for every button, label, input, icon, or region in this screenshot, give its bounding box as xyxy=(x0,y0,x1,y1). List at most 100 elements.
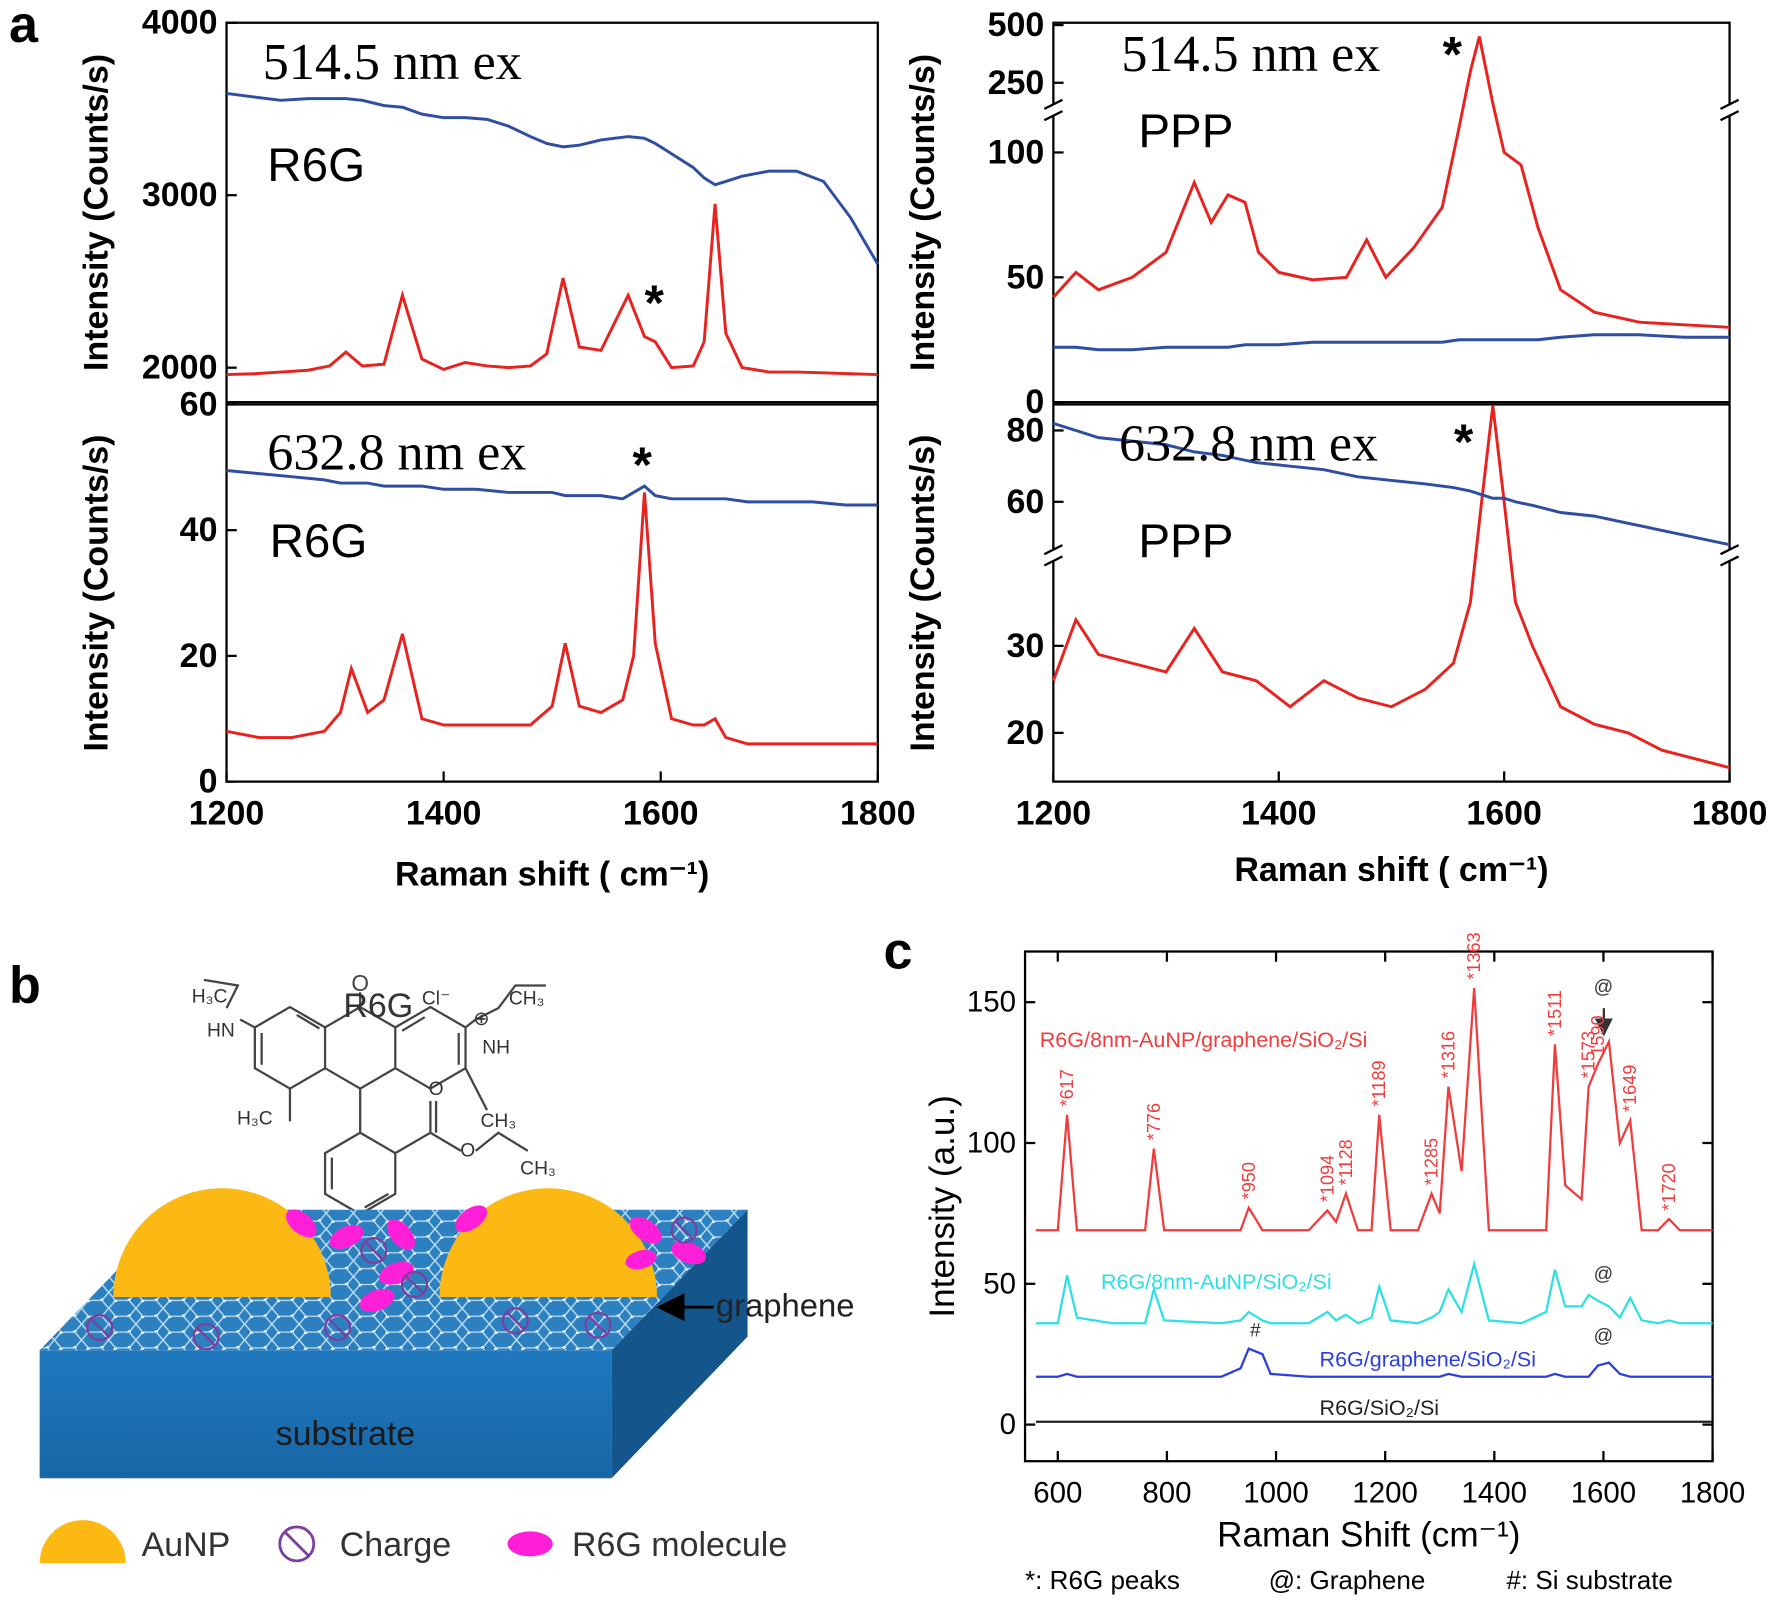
plot-frame xyxy=(1052,403,1731,783)
r6g-molecules xyxy=(285,1205,707,1312)
y-axis-label: Intensity (Counts/s) xyxy=(77,54,115,371)
series-line xyxy=(226,492,878,746)
y-tick-label: 0 xyxy=(1025,383,1044,421)
axis-break-gap xyxy=(1046,549,1061,561)
y-axis-label: Intensity (Counts/s) xyxy=(77,434,115,751)
chem-label: HN xyxy=(207,1020,235,1041)
annotation: * xyxy=(644,275,664,331)
peak-label: *1511 xyxy=(1545,990,1565,1036)
annotation: * xyxy=(1454,414,1474,470)
axis-break xyxy=(1043,544,1063,556)
x-tick-label: 800 xyxy=(1142,1476,1191,1509)
ellipse-shape xyxy=(625,1249,657,1270)
y-tick-label: 100 xyxy=(988,133,1045,171)
path-shape xyxy=(203,978,546,1122)
legend-molecule xyxy=(507,1531,553,1557)
x-axis-label: Raman shift ( cm⁻¹) xyxy=(1234,851,1548,889)
y-tick-label: 150 xyxy=(967,986,1016,1019)
y-tick-label: 50 xyxy=(1007,258,1045,296)
x-tick-label: 1600 xyxy=(623,794,699,832)
axis-break xyxy=(1719,555,1740,567)
ellipse-shape xyxy=(329,1224,364,1249)
ellipse-shape xyxy=(671,1241,707,1265)
series-line xyxy=(226,203,878,377)
axis-break-gap xyxy=(1046,104,1061,116)
axis-break xyxy=(1719,110,1740,122)
legend-aunp xyxy=(39,1520,126,1564)
axis-break xyxy=(1043,110,1063,122)
plot-title: 514.5 nm ex xyxy=(1121,26,1380,83)
footnote: @: Graphene xyxy=(1269,1565,1426,1595)
path-shape xyxy=(323,1088,397,1216)
y-tick-label: 3000 xyxy=(142,176,218,214)
circle-shape xyxy=(584,1311,612,1339)
path-shape xyxy=(283,1530,311,1558)
chem-label: H₃C xyxy=(192,986,228,1007)
peak-label: *1649 xyxy=(1620,1065,1640,1112)
layer-label: graphene xyxy=(716,1286,855,1323)
series-line xyxy=(1035,1347,1713,1378)
substrate-side xyxy=(611,1209,748,1479)
plot-frame xyxy=(1052,21,1731,404)
peak-label: *1285 xyxy=(1422,1138,1442,1185)
circle-shape xyxy=(400,1270,429,1299)
series-line xyxy=(226,91,880,265)
series-label: R6G/8nm-AuNP/SiO₂/Si xyxy=(1101,1270,1332,1294)
circle-shape xyxy=(278,1525,316,1563)
x-tick-label: 1200 xyxy=(189,794,265,832)
circle-shape xyxy=(360,1236,388,1265)
charges xyxy=(86,1216,698,1351)
y-tick-label: 20 xyxy=(180,637,218,675)
path-shape xyxy=(327,1317,348,1338)
plot-subtitle: PPP xyxy=(1138,515,1233,568)
series-label: R6G/SiO₂/Si xyxy=(1320,1396,1440,1420)
chem-label: CH₃ xyxy=(481,1111,517,1132)
x-tick-label: 1600 xyxy=(1466,794,1542,832)
circle-shape xyxy=(192,1323,220,1351)
legend-charge xyxy=(278,1525,316,1563)
annotation: @ xyxy=(1594,1264,1614,1285)
path-shape xyxy=(394,1101,529,1155)
y-axis-label: Intensity (Counts/s) xyxy=(904,434,942,751)
x-axis-label: Raman Shift (cm⁻¹) xyxy=(1217,1515,1520,1554)
chem-label: CH₃ xyxy=(520,1158,556,1179)
diagram: O R6G H₃C HN Cl⁻ CH₃ ⊕ NH H₃C CH₃ O O CH… xyxy=(39,970,855,1564)
legend-label: R6G molecule xyxy=(572,1526,787,1564)
peak-label: *1316 xyxy=(1438,1031,1458,1078)
x-tick-label: 1000 xyxy=(1243,1476,1309,1509)
peak-label: *776 xyxy=(1144,1103,1164,1140)
panel-label: a xyxy=(9,0,39,54)
annotation: * xyxy=(1443,27,1463,83)
path-shape xyxy=(394,1005,467,1090)
peak-label: 1590 xyxy=(1588,1015,1608,1055)
y-tick-label: 60 xyxy=(1007,483,1045,521)
substrate-front xyxy=(39,1350,612,1479)
series-label: R6G/8nm-AuNP/graphene/SiO₂/Si xyxy=(1040,1028,1368,1052)
circle-shape xyxy=(670,1216,698,1244)
plot-subtitle: R6G xyxy=(270,515,368,568)
axis-break xyxy=(1043,98,1063,110)
y-axis-label: Intensity (a.u.) xyxy=(923,1095,962,1317)
chem-label: CH₃ xyxy=(509,989,545,1010)
series-line xyxy=(226,469,878,507)
axis-break-gap xyxy=(1722,549,1737,561)
ellipse-shape xyxy=(455,1205,488,1233)
path-shape xyxy=(674,1220,694,1241)
path-shape xyxy=(505,1310,526,1331)
y-tick-label: 0 xyxy=(1000,1408,1016,1441)
x-tick-label: 600 xyxy=(1033,1476,1082,1509)
series-line xyxy=(1052,421,1730,547)
x-tick-label: 1600 xyxy=(1571,1476,1637,1509)
path-shape xyxy=(89,1317,110,1338)
x-tick-label: 1200 xyxy=(1352,1476,1418,1509)
y-tick-label: 40 xyxy=(180,511,218,549)
y-tick-label: 2000 xyxy=(142,349,218,387)
chem-oxygen: O xyxy=(351,970,369,996)
peak-label: *1094 xyxy=(1317,1155,1337,1202)
x-tick-label: 1800 xyxy=(840,794,916,832)
x-axis-label: Raman shift ( cm⁻¹) xyxy=(395,855,709,893)
plot-subtitle: PPP xyxy=(1138,105,1233,158)
plot-title: 632.8 nm ex xyxy=(1119,416,1378,473)
